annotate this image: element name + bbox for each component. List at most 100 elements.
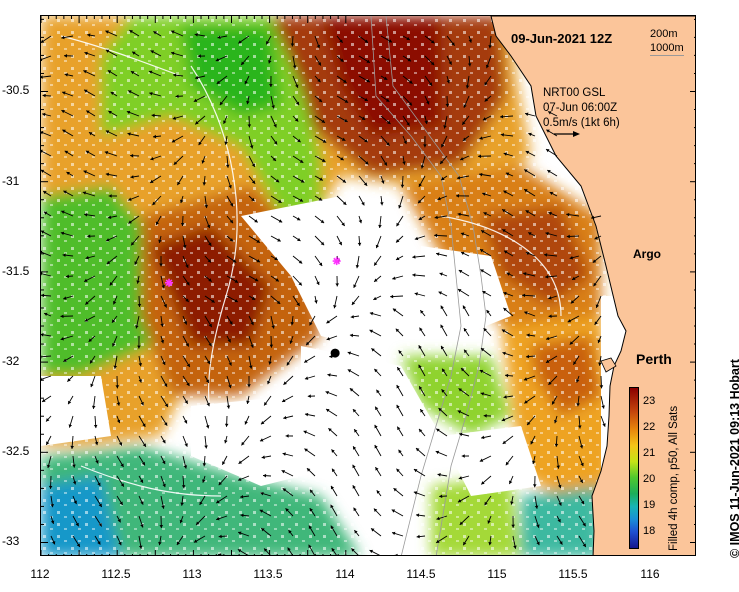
current-vector-head xyxy=(237,549,242,553)
current-vector-head xyxy=(502,229,506,233)
current-vector-head xyxy=(557,518,561,523)
current-vector-head xyxy=(46,418,50,422)
current-vector-head xyxy=(553,419,558,424)
current-vector-head xyxy=(290,322,295,326)
current-vector-head xyxy=(41,75,43,79)
current-vector-head xyxy=(247,384,251,388)
current-vector-head xyxy=(456,194,460,198)
current-vector-head xyxy=(375,467,379,471)
current-vector-head xyxy=(573,361,577,365)
current-vector-head xyxy=(458,476,463,480)
current-vector-head xyxy=(321,158,326,162)
current-vector-head xyxy=(458,270,463,274)
current-vector-head xyxy=(119,501,123,506)
current-vector-head xyxy=(309,321,313,326)
current-vector-head xyxy=(413,491,418,495)
current-vector-head xyxy=(41,333,44,337)
current-vector-head xyxy=(275,278,279,282)
current-vector-head xyxy=(416,534,420,539)
current-vector-head xyxy=(509,480,513,485)
current-vector-head xyxy=(140,401,144,406)
current-vector-head xyxy=(254,219,258,223)
vector-legend: NRT00 GSL 07-Jun 06:00Z 0.5m/s (1kt 6h) xyxy=(543,86,620,131)
current-vector-head xyxy=(171,30,175,34)
current-vector-head xyxy=(64,73,68,77)
current-vector-head xyxy=(72,464,76,468)
current-vector-head xyxy=(201,160,205,164)
current-vector-head xyxy=(545,359,550,363)
current-vector-head xyxy=(418,345,422,349)
current-vector-head xyxy=(283,415,287,420)
current-vector-head xyxy=(440,324,444,329)
current-vector-head xyxy=(582,543,586,548)
current-vector-head xyxy=(347,369,352,373)
current-vector-head xyxy=(525,210,530,214)
current-vector-head xyxy=(289,340,293,344)
current-vector-head xyxy=(204,204,209,209)
current-vector-head xyxy=(582,522,586,527)
current-vector-head xyxy=(60,336,64,341)
current-vector-head xyxy=(240,494,244,499)
current-vector-head xyxy=(524,311,528,315)
current-vector-head xyxy=(479,458,484,462)
current-vector-head xyxy=(287,547,291,552)
current-vector-head xyxy=(229,219,234,224)
current-vector-head xyxy=(418,216,423,220)
current-vector-head xyxy=(70,445,74,449)
current-vector-head xyxy=(162,460,166,465)
current-vector-head xyxy=(335,283,340,287)
current-vector-head xyxy=(416,448,420,452)
current-vector-head xyxy=(461,368,465,372)
current-vector-head xyxy=(283,381,287,385)
colorbar-tick: 18 xyxy=(643,525,656,537)
current-vector-head xyxy=(375,406,379,411)
current-vector-head xyxy=(510,501,514,505)
current-vector-head xyxy=(546,336,550,341)
current-vector-head xyxy=(162,361,166,365)
current-vector-head xyxy=(468,39,472,43)
current-vector-head xyxy=(309,508,313,512)
current-vector-head xyxy=(195,75,199,80)
current-vector-head xyxy=(480,392,485,396)
current-vector-head xyxy=(486,309,490,314)
current-vector-head xyxy=(98,503,102,508)
current-vector-head xyxy=(272,157,277,161)
current-vector-head xyxy=(297,138,301,143)
current-vector-head xyxy=(418,199,422,204)
current-vector-head xyxy=(254,278,259,282)
current-vector-head xyxy=(353,507,357,512)
current-vector-head xyxy=(480,269,484,273)
current-vector-head xyxy=(198,141,202,146)
current-vector-head xyxy=(250,344,254,348)
current-vector-head xyxy=(506,272,511,276)
current-vector-head xyxy=(318,98,323,103)
current-vector-head xyxy=(98,523,102,527)
current-vector-head xyxy=(85,150,90,154)
current-vector-head xyxy=(87,234,91,238)
current-vector-head xyxy=(318,197,323,201)
current-vector-head xyxy=(171,139,176,143)
current-vector-head xyxy=(532,484,537,488)
current-vector-head xyxy=(435,450,440,455)
current-vector-head xyxy=(140,524,144,528)
current-vector-head xyxy=(456,175,461,180)
current-vector-head xyxy=(536,524,540,528)
current-vector-head xyxy=(406,122,410,126)
current-vector-head xyxy=(225,164,230,168)
current-vector-head xyxy=(412,273,416,277)
current-vector-head xyxy=(317,62,321,66)
current-vector-head xyxy=(138,362,143,367)
current-vector-head xyxy=(350,314,354,319)
current-vector-head xyxy=(436,516,440,521)
current-vector-head xyxy=(171,51,175,56)
current-vector-head xyxy=(267,380,271,385)
current-vector-head xyxy=(426,100,430,105)
current-vector-head xyxy=(87,33,91,37)
current-vector-head xyxy=(566,234,570,239)
current-vector-head xyxy=(580,462,584,467)
current-vector-head xyxy=(419,327,423,332)
current-vector-head xyxy=(107,215,112,219)
current-vector-head xyxy=(298,282,302,286)
current-vector-head xyxy=(395,328,400,333)
current-vector-head xyxy=(307,394,311,398)
